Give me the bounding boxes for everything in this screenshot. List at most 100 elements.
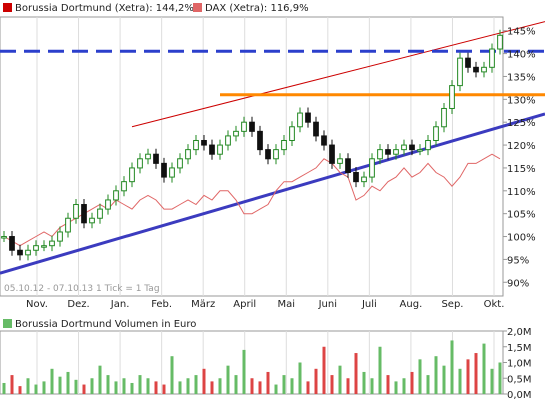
- volume-bar: [306, 381, 310, 394]
- y-tick-label: 115%: [507, 164, 536, 175]
- candle-body: [337, 158, 343, 164]
- volume-bar: [426, 375, 430, 394]
- volume-bar: [218, 378, 222, 394]
- volume-bar: [122, 378, 126, 394]
- volume-bar: [362, 371, 366, 394]
- candle-body: [345, 158, 351, 174]
- info-text: 05.10.12 - 07.10.13 1 Tick = 1 Tag: [4, 284, 160, 294]
- candle-body: [129, 167, 135, 183]
- volume-bar: [34, 384, 38, 394]
- y-tick-label: 110%: [507, 187, 536, 198]
- candle-body: [1, 236, 7, 239]
- candle-body: [481, 66, 487, 73]
- volume-bar: [98, 365, 102, 394]
- candle-body: [81, 204, 87, 224]
- volume-bar: [394, 381, 398, 394]
- candle-body: [393, 149, 399, 155]
- candle-body: [409, 144, 415, 151]
- upper-channel-line: [131, 21, 545, 128]
- y-tick-label: 120%: [507, 141, 536, 152]
- volume-bar: [346, 378, 350, 394]
- legend-primary-swatch: [3, 3, 12, 12]
- candle-body: [289, 126, 295, 141]
- volume-bar: [354, 353, 358, 394]
- volume-bar: [250, 378, 254, 394]
- volume-bar: [18, 386, 22, 394]
- volume-bar: [82, 384, 86, 394]
- volume-bar: [466, 359, 470, 394]
- candle-body: [9, 236, 15, 251]
- candle-body: [441, 107, 447, 128]
- volume-bar: [66, 371, 70, 394]
- volume-bar: [194, 375, 198, 394]
- candle-body: [225, 135, 231, 146]
- volume-bar: [266, 371, 270, 394]
- candle-body: [305, 112, 311, 123]
- candle-body: [73, 204, 79, 219]
- candle-body: [401, 144, 407, 151]
- volume-bar: [2, 382, 6, 394]
- volume-bar: [410, 371, 414, 394]
- candle-body: [17, 249, 23, 256]
- x-tick-label: Jan.: [110, 299, 130, 310]
- volume-y-tick-label: 2,0M: [507, 327, 532, 338]
- volume-bar: [490, 368, 494, 394]
- volume-bar: [434, 356, 438, 394]
- candle-body: [385, 149, 391, 155]
- y-tick-label: 130%: [507, 95, 536, 106]
- volume-bar: [482, 343, 486, 394]
- candle-body: [417, 149, 423, 152]
- candle-body: [257, 130, 263, 151]
- candle-body: [241, 121, 247, 132]
- volume-bars: [2, 340, 502, 394]
- candle-body: [161, 162, 167, 178]
- volume-bar: [474, 353, 478, 394]
- candle-body: [433, 126, 439, 141]
- volume-legend-swatch: [3, 319, 12, 328]
- volume-bar: [378, 346, 382, 394]
- y-tick-label: 140%: [507, 50, 536, 61]
- y-tick-label: 105%: [507, 210, 536, 221]
- volume-bar: [74, 379, 78, 394]
- candle-body: [193, 139, 199, 151]
- trend-layer: [0, 21, 545, 275]
- volume-bar: [58, 376, 62, 394]
- volume-bar: [146, 378, 150, 394]
- volume-bar: [442, 365, 446, 394]
- uptrend-support-line: [0, 112, 545, 275]
- candle-body: [57, 231, 63, 242]
- volume-bar: [210, 381, 214, 394]
- candle-body: [209, 144, 215, 155]
- candle-body: [313, 121, 319, 137]
- y-tick-label: 90%: [507, 278, 529, 289]
- candle-body: [473, 66, 479, 73]
- x-tick-label: Juli: [361, 299, 377, 310]
- volume-y-tick-label: 0,5M: [507, 374, 532, 385]
- volume-bar: [186, 378, 190, 394]
- volume-bar: [50, 368, 54, 394]
- main-plot-frame: [0, 16, 504, 297]
- volume-grid-layer: [36, 331, 495, 394]
- volume-bar: [498, 362, 502, 394]
- volume-legend-label: Borussia Dortmund Volumen in Euro: [15, 319, 196, 330]
- volume-bar: [450, 340, 454, 394]
- volume-bar: [170, 356, 174, 394]
- y-tick-label: 145%: [507, 27, 536, 38]
- y-tick-label: 125%: [507, 118, 536, 129]
- candle-body: [41, 245, 47, 248]
- candle-body: [265, 149, 271, 160]
- volume-bar: [130, 382, 134, 394]
- volume-bar: [226, 365, 230, 394]
- candle-body: [489, 48, 495, 68]
- x-tick-label: Mai: [277, 299, 295, 310]
- volume-bar: [202, 368, 206, 394]
- candle-body: [177, 158, 183, 169]
- volume-bar: [234, 375, 238, 394]
- legend-primary-label: Borussia Dortmund (Xetra): 144,2%: [15, 3, 194, 14]
- candle-body: [137, 158, 143, 169]
- candle-body: [97, 208, 103, 219]
- candle-body: [33, 245, 39, 251]
- candle-body: [465, 57, 471, 68]
- volume-bar: [402, 378, 406, 394]
